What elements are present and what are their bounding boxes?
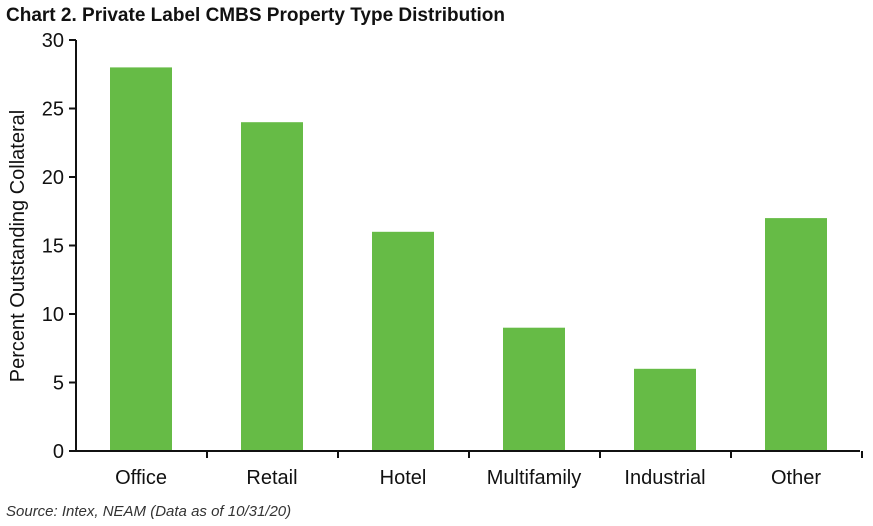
axes-layer	[69, 39, 863, 458]
y-tick-label: 10	[42, 304, 64, 326]
bar-retail	[241, 122, 303, 451]
chart-source: Source: Intex, NEAM (Data as of 10/31/20…	[6, 503, 292, 520]
x-tick-label-other: Other	[771, 467, 821, 489]
bar-office	[110, 67, 172, 452]
bars-layer	[110, 67, 827, 452]
bar-multifamily	[503, 327, 565, 451]
x-tick-label-industrial: Industrial	[624, 467, 705, 489]
x-tick-label-multifamily: Multifamily	[487, 467, 581, 489]
y-tick-label: 20	[42, 167, 64, 189]
x-tick-label-hotel: Hotel	[380, 467, 427, 489]
bar-other	[765, 218, 827, 451]
x-tick-label-office: Office	[115, 467, 167, 489]
x-tick-label-retail: Retail	[246, 467, 297, 489]
chart-title: Chart 2. Private Label CMBS Property Typ…	[6, 5, 506, 26]
y-axis-label: Percent Outstanding Collateral	[7, 110, 29, 382]
y-tick-label: 15	[42, 236, 64, 258]
y-tick-label: 5	[53, 373, 64, 395]
labels-layer: 0 5 10 15 20 25 30 Office Retail Hotel Multifamily…	[7, 30, 821, 489]
y-tick-label: 30	[42, 30, 64, 52]
bar-industrial	[634, 368, 696, 451]
y-tick-label: 0	[53, 441, 64, 463]
y-tick-label: 25	[42, 99, 64, 121]
bar-hotel	[372, 231, 434, 451]
